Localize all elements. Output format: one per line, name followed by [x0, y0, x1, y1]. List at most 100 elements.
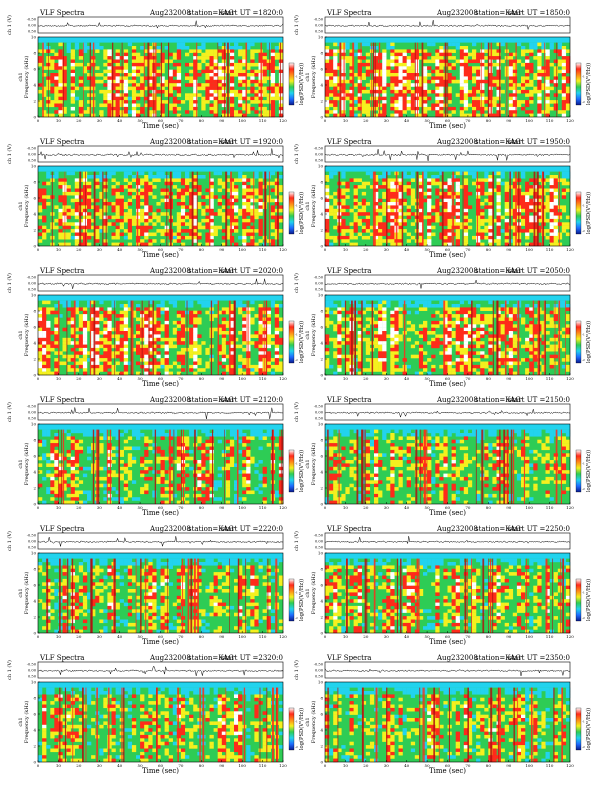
- spectrogram-cell: [168, 106, 173, 111]
- spectrogram-cell: [140, 46, 145, 50]
- spectrogram-cell: [353, 83, 358, 87]
- time-tick-label: 80: [199, 247, 205, 252]
- spectrogram-cell: [246, 191, 251, 196]
- spectrogram-cell: [229, 351, 235, 355]
- spectrogram-cell: [217, 202, 222, 206]
- spectrogram-cell: [361, 86, 367, 91]
- spectrogram-cell: [70, 229, 75, 233]
- spectrogram-cell: [127, 110, 133, 114]
- spectrogram-cell: [325, 100, 330, 104]
- spectrogram-cell: [250, 307, 255, 311]
- spectrogram-cell: [82, 361, 88, 366]
- spectrogram-cell: [365, 218, 371, 223]
- spectrogram-cell: [533, 212, 538, 216]
- panel-date: Aug232008: [436, 9, 478, 17]
- spectrogram-cell: [459, 334, 465, 338]
- spectrogram-cell: [270, 215, 276, 220]
- spectrogram-cell: [423, 334, 428, 338]
- spectrogram-cell: [398, 314, 403, 318]
- spectrogram-cell: [221, 229, 227, 233]
- spectrogram-cell: [258, 208, 263, 213]
- spectrogram-cell: [545, 79, 550, 84]
- spectrogram-cell: [325, 317, 330, 322]
- spectrogram-cell: [345, 239, 350, 243]
- spectrogram-cell: [193, 334, 198, 338]
- spectrogram-cell: [115, 229, 120, 233]
- spectrogram-cell: [87, 188, 92, 193]
- spectrogram-cell: [349, 208, 354, 213]
- spectrogram-cell: [209, 103, 214, 108]
- spectrogram-cell: [246, 341, 251, 345]
- spectrogram-cell: [87, 300, 92, 305]
- spectrogram-cell: [217, 208, 222, 213]
- spectrogram-cell: [193, 324, 198, 328]
- spectrogram-cell: [274, 368, 280, 372]
- spectrogram-cell: [160, 69, 165, 74]
- spectrogram-cell: [131, 106, 137, 111]
- spectrogram-cell: [467, 351, 473, 355]
- spectrogram-cell: [164, 320, 169, 325]
- waveform-trace: [37, 148, 283, 160]
- spectrogram-cell: [74, 191, 80, 196]
- spectrogram-cell: [496, 218, 501, 223]
- spectrogram-cell: [496, 113, 501, 118]
- panel-date: Aug232008: [436, 267, 478, 275]
- spectrogram-cell: [361, 198, 367, 203]
- spectrogram-cell: [205, 239, 210, 243]
- spectrogram-cell: [82, 208, 88, 213]
- spectrogram-cell: [439, 235, 444, 240]
- spectrogram-cell: [374, 56, 379, 60]
- spectrogram-cell: [160, 79, 165, 84]
- spectrogram-cell: [95, 331, 100, 335]
- time-tick-label: 20: [76, 376, 82, 381]
- spectrogram-cell: [82, 364, 88, 369]
- spectrogram-cell: [274, 354, 280, 359]
- spectrogram-cell: [549, 229, 554, 233]
- spectrogram-cell: [512, 178, 518, 182]
- spectrogram-cell: [390, 341, 395, 345]
- spectrogram-cell: [205, 52, 210, 57]
- spectrogram-cell: [262, 59, 267, 64]
- spectrogram-cell: [152, 49, 157, 53]
- spectrogram-cell: [488, 235, 493, 240]
- spectrogram-cell: [160, 307, 165, 311]
- spectrogram-cell: [148, 191, 153, 196]
- spectrogram-cell: [144, 59, 149, 64]
- spectrogram-cell: [357, 106, 362, 111]
- spectrogram-cell: [455, 327, 460, 332]
- spectrogram-cell: [488, 181, 493, 186]
- spectrogram-cell: [390, 56, 395, 60]
- spectrogram-cell: [70, 106, 75, 111]
- spectrogram-cell: [496, 79, 501, 84]
- spectrogram-cell: [270, 69, 276, 74]
- spectrogram-cell: [103, 62, 108, 67]
- spectrogram-cell: [225, 225, 231, 230]
- spectrogram-cell: [115, 324, 120, 328]
- time-axis-label: Time (sec): [142, 122, 179, 130]
- spectrogram-cell: [213, 232, 218, 237]
- spectrogram-cell: [140, 66, 145, 70]
- spectrogram-cell: [472, 344, 477, 349]
- spectrogram-cell: [193, 76, 198, 80]
- spectrogram-cell: [561, 96, 567, 101]
- spectrogram-cell: [533, 235, 538, 240]
- time-tick-label: 40: [117, 118, 123, 123]
- spectrogram-cell: [423, 103, 428, 108]
- spectrogram-cell: [209, 79, 214, 84]
- spectrogram-cell: [521, 191, 526, 196]
- spectrogram-cell: [480, 202, 485, 206]
- spectrogram-cell: [127, 212, 133, 216]
- spectrogram-cell: [82, 178, 88, 182]
- spectrogram-cell: [451, 66, 456, 70]
- spectrogram-cell: [115, 195, 120, 199]
- spectrogram-cell: [262, 69, 267, 74]
- spectrogram-cell: [357, 89, 362, 94]
- spectrogram-cell: [435, 49, 440, 53]
- spectrogram-cell: [451, 106, 456, 111]
- spectrogram-cell: [512, 89, 518, 94]
- spectrogram-cell: [238, 52, 243, 57]
- spectrogram-streak: [245, 42, 248, 117]
- spectrogram-cell: [99, 215, 104, 220]
- spectrogram-cell: [459, 73, 465, 77]
- spectrogram-cell: [374, 218, 379, 223]
